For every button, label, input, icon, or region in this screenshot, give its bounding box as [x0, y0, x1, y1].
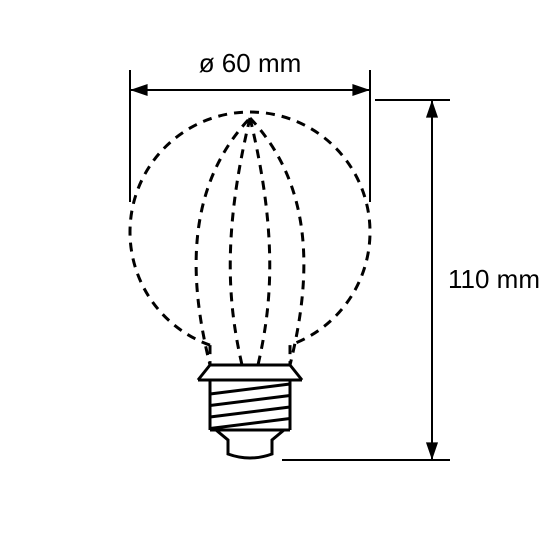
collar-flare-left — [198, 365, 210, 380]
filament-inner-right — [250, 118, 270, 365]
collar-flare-right — [290, 365, 302, 380]
arrow-right-icon — [352, 84, 370, 96]
height-label: 110 mm — [448, 264, 540, 294]
diameter-label: ø 60 mm — [199, 48, 302, 78]
screw-thread — [210, 407, 290, 417]
screw-thread — [210, 396, 290, 406]
contact-tip — [216, 430, 284, 458]
filament-envelope — [196, 118, 304, 365]
arrow-up-icon — [426, 100, 438, 118]
bulb-glass-outline — [130, 112, 370, 345]
screw-thread — [210, 384, 290, 394]
screw-thread — [210, 419, 290, 429]
lightbulb-dimension-diagram: ø 60 mm 110 mm — [0, 0, 550, 550]
arrow-down-icon — [426, 442, 438, 460]
arrow-left-icon — [130, 84, 148, 96]
filament-inner-left — [230, 118, 250, 365]
